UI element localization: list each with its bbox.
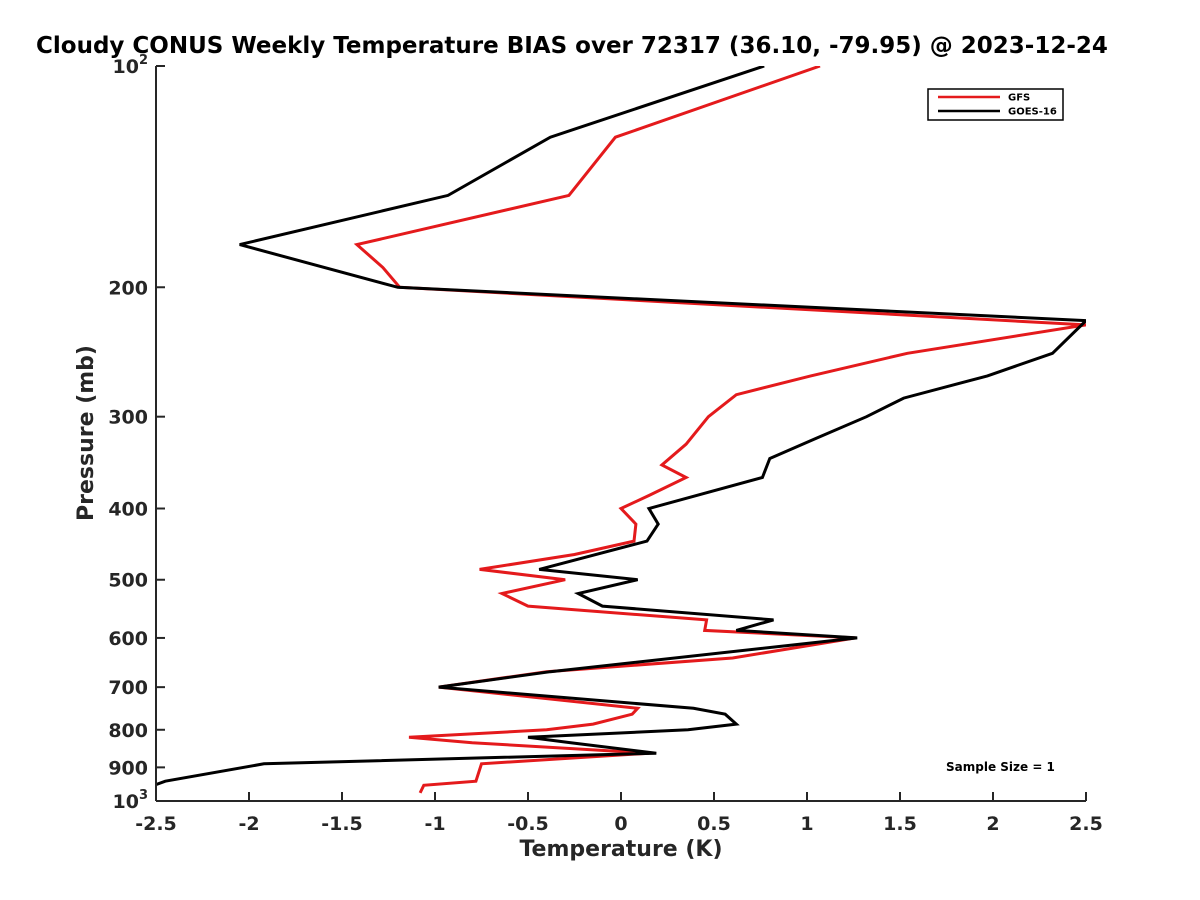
y-tick-label: 400	[108, 499, 148, 521]
legend-label-goes16: GOES-16	[1008, 107, 1057, 118]
y-tick-label: 102	[113, 53, 149, 78]
y-tick-label: 900	[108, 757, 148, 779]
legend-label-gfs: GFS	[1008, 93, 1030, 104]
x-tick-label: 2	[986, 813, 999, 835]
y-tick-label: 300	[108, 407, 148, 429]
chart-title: Cloudy CONUS Weekly Temperature BIAS ove…	[36, 33, 1108, 59]
plot-area	[156, 66, 1086, 801]
x-tick-label: -1	[424, 813, 445, 835]
x-tick-label: -2	[238, 813, 259, 835]
axes-layer: -2.5 -2 -1.5 -1 -0.5 0 0.5 1 1.5 2 2.5 102 200 300 400…	[108, 53, 1103, 835]
x-tick-label: -2.5	[135, 813, 177, 835]
x-tick-label: 1.5	[883, 813, 917, 835]
x-axis-label: Temperature (K)	[519, 837, 722, 862]
y-axis-label: Pressure (mb)	[74, 345, 99, 521]
series-line-goes16	[156, 66, 1086, 787]
legend-box	[927, 88, 1064, 121]
sample-size-annotation: Sample Size = 1	[946, 760, 1055, 774]
x-tick-label: 0.5	[697, 813, 731, 835]
series-line-gfs	[353, 66, 1086, 794]
x-tick-label: -0.5	[507, 813, 549, 835]
y-tick-label: 103	[113, 788, 149, 813]
x-tick-label: 2.5	[1069, 813, 1103, 835]
x-tick-label: 0	[614, 813, 627, 835]
y-tick-label: 500	[108, 570, 148, 592]
x-tick-label: -1.5	[321, 813, 363, 835]
y-tick-label: 200	[108, 277, 148, 299]
y-tick-label: 700	[108, 677, 148, 699]
legend: GFS GOES-16	[927, 88, 1064, 121]
series-layer	[156, 66, 1086, 794]
x-tick-label: 1	[800, 813, 813, 835]
y-tick-label: 800	[108, 720, 148, 742]
y-tick-label: 600	[108, 628, 148, 650]
